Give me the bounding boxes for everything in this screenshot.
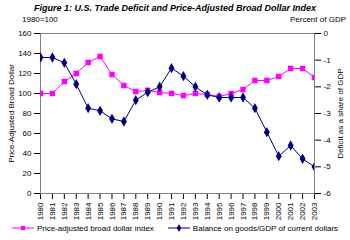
svg-text:-5: -5 xyxy=(324,162,332,171)
svg-text:1994: 1994 xyxy=(203,202,212,220)
svg-text:1999: 1999 xyxy=(262,202,271,220)
svg-text:1983: 1983 xyxy=(72,202,81,220)
svg-text:1986: 1986 xyxy=(108,202,117,220)
svg-text:Price-Adjusted Broad Dollar: Price-Adjusted Broad Dollar xyxy=(7,64,16,163)
svg-text:100: 100 xyxy=(18,89,32,98)
svg-text:1996: 1996 xyxy=(227,202,236,220)
svg-text:2000: 2000 xyxy=(274,202,283,220)
svg-text:1980: 1980 xyxy=(36,202,45,220)
svg-text:2003: 2003 xyxy=(310,202,319,220)
svg-text:160: 160 xyxy=(18,29,32,38)
svg-text:-6: -6 xyxy=(324,189,332,198)
html-text:Figure 1: U.S. Trade Deficit a: Figure 1: U.S. Trade Deficit and Price-A… xyxy=(34,3,316,13)
svg-text:80: 80 xyxy=(23,109,32,118)
svg-text:2002: 2002 xyxy=(298,202,307,220)
svg-text:-1: -1 xyxy=(324,56,332,65)
svg-text:60: 60 xyxy=(23,129,32,138)
svg-text:20: 20 xyxy=(23,169,32,178)
svg-text:1993: 1993 xyxy=(191,202,200,220)
svg-text:1988: 1988 xyxy=(131,202,140,220)
svg-text:1985: 1985 xyxy=(96,202,105,220)
svg-text:140: 140 xyxy=(18,49,32,58)
svg-text:Deficit as a share of GDP: Deficit as a share of GDP xyxy=(336,68,345,158)
html-text:Price-adjusted broad dollar in: Price-adjusted broad dollar index xyxy=(36,223,154,233)
svg-text:1984: 1984 xyxy=(84,202,93,220)
svg-text:1992: 1992 xyxy=(179,202,188,220)
svg-text:2001: 2001 xyxy=(286,202,295,220)
svg-text:1991: 1991 xyxy=(167,202,176,220)
svg-text:0: 0 xyxy=(27,189,32,198)
svg-text:120: 120 xyxy=(18,69,32,78)
svg-text:1989: 1989 xyxy=(143,202,152,220)
svg-text:40: 40 xyxy=(23,149,32,158)
html-text:Balance on goods/GDP of curren: Balance on goods/GDP of current dollars xyxy=(192,223,339,233)
svg-text:-2: -2 xyxy=(324,82,332,91)
svg-text:-4: -4 xyxy=(324,136,332,145)
svg-text:0: 0 xyxy=(324,29,329,38)
html-text:Percent of GDP: Percent of GDP xyxy=(290,15,346,24)
svg-text:1997: 1997 xyxy=(239,202,248,220)
svg-text:-3: -3 xyxy=(324,109,332,118)
svg-text:1998: 1998 xyxy=(250,202,259,220)
html-text:1980=100: 1980=100 xyxy=(22,15,58,24)
svg-text:1995: 1995 xyxy=(215,202,224,220)
svg-text:1990: 1990 xyxy=(155,202,164,220)
svg-text:1982: 1982 xyxy=(60,202,69,220)
svg-text:1987: 1987 xyxy=(119,202,128,220)
svg-text:1981: 1981 xyxy=(48,202,57,220)
